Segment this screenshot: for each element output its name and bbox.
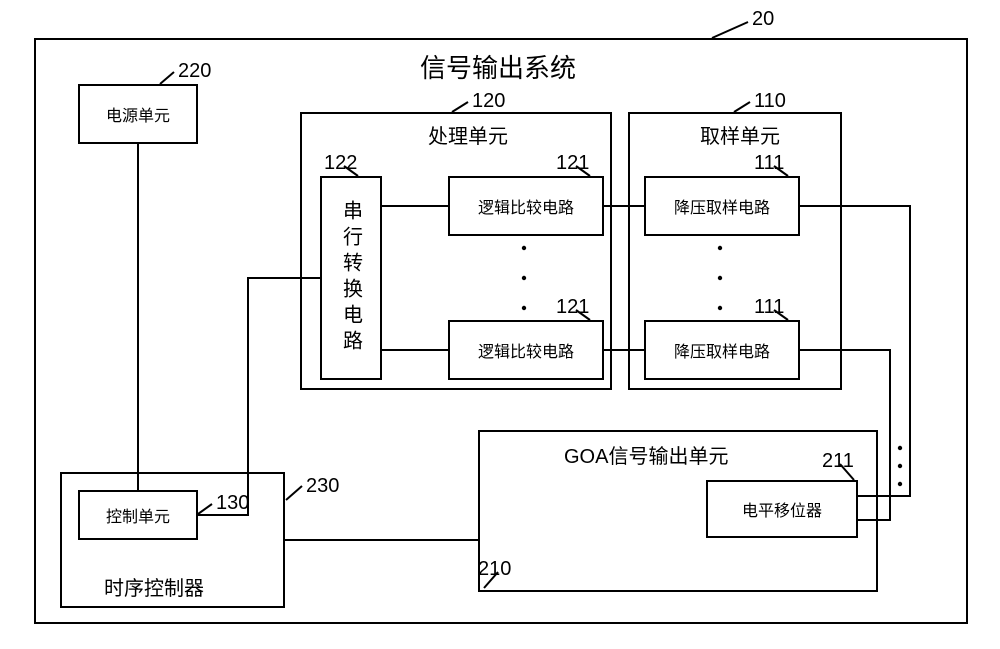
wires-layer — [0, 0, 1000, 649]
diagram-canvas: 信号输出系统 电源单元 时序控制器 控制单元 处理单元 串行转换电路 逻辑比较电… — [0, 0, 1000, 649]
